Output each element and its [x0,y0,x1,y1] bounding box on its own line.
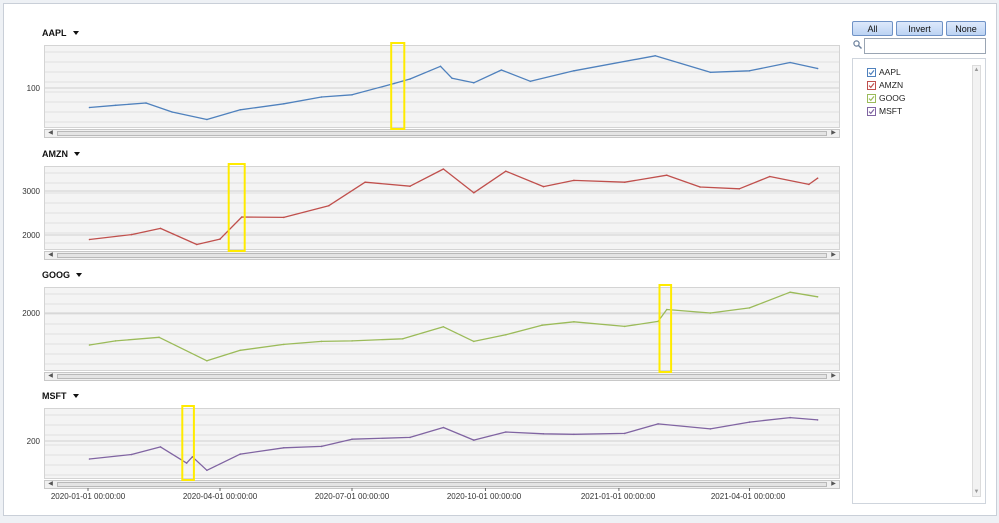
y-tick-label: 2000 [22,231,40,240]
x-tick-label: 2020-07-01 00:00:00 [314,492,390,501]
plot-area-amzn[interactable] [44,166,840,250]
scroll-right-icon[interactable]: ▶ [831,373,836,379]
caret-down-icon[interactable] [72,394,79,398]
select-all-button[interactable]: All [852,21,893,36]
caret-down-icon[interactable] [72,31,79,35]
caret-down-icon[interactable] [74,152,80,156]
scroll-thumb[interactable] [57,374,827,379]
checkmark-icon [868,95,875,101]
panel-title-aapl[interactable]: AAPL [42,28,79,38]
search-icon [853,40,862,49]
scroll-right-icon[interactable]: ▶ [831,252,836,258]
y-tick-label: 3000 [22,187,40,196]
panel-title-amzn[interactable]: AMZN [42,149,80,159]
list-item-msft[interactable]: MSFT [867,105,902,117]
scroll-thumb[interactable] [57,131,827,136]
list-item-label: GOOG [879,93,906,103]
panel-title-goog[interactable]: GOOG [42,270,83,280]
checkmark-icon [868,82,875,88]
checkbox-amzn[interactable] [867,80,876,90]
x-tick-label: 2020-01-01 00:00:00 [50,492,126,501]
checkbox-msft[interactable] [867,106,876,116]
plot-area-aapl[interactable] [44,45,840,128]
scroll-thumb[interactable] [57,253,827,258]
scroll-up-icon[interactable]: ▲ [973,67,980,73]
plot-area-goog[interactable] [44,287,840,371]
horizontal-scrollbar-msft[interactable]: ◀ ▶ [44,480,840,489]
horizontal-scrollbar-goog[interactable]: ◀ ▶ [44,372,840,381]
horizontal-scrollbar-aapl[interactable]: ◀ ▶ [44,129,840,138]
scroll-right-icon[interactable]: ▶ [831,481,836,487]
x-tick-label: 2021-04-01 00:00:00 [710,492,786,501]
panel-title-label: AAPL [42,28,67,38]
caret-down-icon[interactable] [76,273,83,277]
list-item-label: AAPL [879,67,901,77]
list-item-label: AMZN [879,80,904,90]
x-tick-label: 2021-01-01 00:00:00 [580,492,656,501]
scroll-right-icon[interactable]: ▶ [831,130,836,136]
panel-title-label: MSFT [42,391,67,401]
x-tick-label: 2020-10-01 00:00:00 [446,492,522,501]
scroll-left-icon[interactable]: ◀ [48,481,53,487]
scroll-left-icon[interactable]: ◀ [48,252,53,258]
search-input[interactable] [864,38,986,54]
x-tick-label: 2020-04-01 00:00:00 [182,492,258,501]
invert-selection-button[interactable]: Invert [896,21,943,36]
checkbox-goog[interactable] [867,93,876,103]
list-item-label: MSFT [879,106,903,116]
plot-area-msft[interactable] [44,408,840,479]
scroll-left-icon[interactable]: ◀ [48,130,53,136]
y-tick-label: 200 [26,437,40,446]
panel-title-label: GOOG [42,270,71,280]
checkmark-icon [868,69,875,75]
list-item-amzn[interactable]: AMZN [867,79,903,91]
y-tick-label: 100 [26,84,40,93]
horizontal-scrollbar-amzn[interactable]: ◀ ▶ [44,251,840,260]
series-list: AAPL AMZN GOOG MSFT ▲ ▼ [852,58,986,504]
checkbox-aapl[interactable] [867,67,876,77]
panel-title-msft[interactable]: MSFT [42,391,79,401]
scroll-left-icon[interactable]: ◀ [48,373,53,379]
checkmark-icon [868,108,875,114]
y-tick-label: 2000 [22,309,40,318]
vertical-scrollbar[interactable]: ▲ ▼ [972,65,981,497]
scroll-down-icon[interactable]: ▼ [973,489,980,495]
list-item-goog[interactable]: GOOG [867,92,905,104]
select-none-button[interactable]: None [946,21,986,36]
scroll-thumb[interactable] [57,482,827,487]
list-item-aapl[interactable]: AAPL [867,66,901,78]
panel-title-label: AMZN [42,149,68,159]
